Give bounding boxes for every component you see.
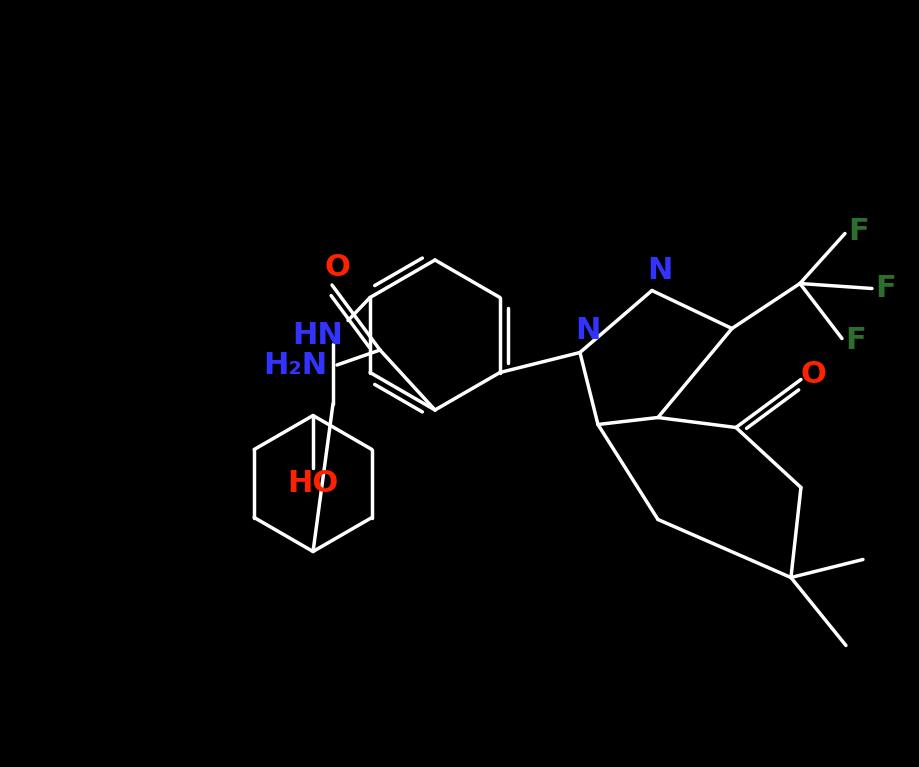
Text: O: O <box>800 360 825 389</box>
Text: F: F <box>845 326 866 355</box>
Text: F: F <box>847 217 868 246</box>
Text: N: N <box>574 316 600 345</box>
Text: O: O <box>323 252 349 281</box>
Text: H₂N: H₂N <box>263 351 327 380</box>
Text: N: N <box>647 256 672 285</box>
Text: F: F <box>875 274 895 303</box>
Text: HO: HO <box>287 469 338 498</box>
Text: HN: HN <box>292 321 343 350</box>
